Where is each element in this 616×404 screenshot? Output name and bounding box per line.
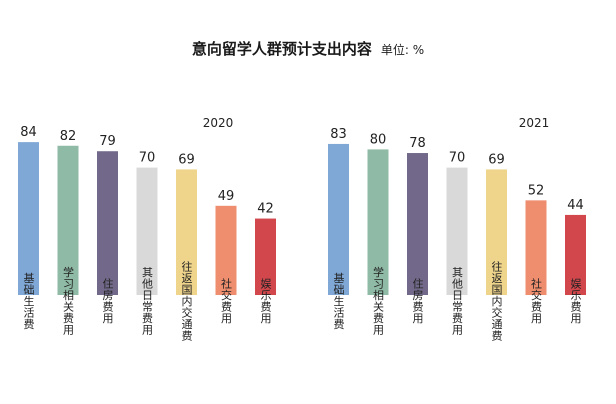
data-label: 69 (488, 152, 505, 167)
unit-label: 单位: % (380, 43, 425, 57)
data-label: 69 (178, 152, 195, 167)
bar-2020-6 (215, 205, 237, 295)
category-label: 住房费用 (411, 277, 424, 325)
bar-2021-7 (565, 214, 586, 295)
category-label: 其他日常费用 (141, 266, 154, 336)
data-label: 84 (20, 125, 37, 140)
category-label: 往返国内交通费 (490, 259, 503, 341)
bar-2021-6 (525, 200, 547, 295)
bar-2020-1 (18, 142, 39, 295)
data-label: 70 (449, 151, 466, 166)
category-label: 学习相关费用 (372, 265, 385, 336)
data-label: 70 (139, 151, 156, 166)
category-label: 社交费用 (530, 277, 543, 325)
bar-2020-7 (255, 218, 276, 295)
category-label: 娱乐费用 (569, 277, 582, 325)
category-label: 基础生活费 (332, 272, 345, 330)
data-label: 44 (567, 198, 584, 213)
category-label: 住房费用 (101, 277, 114, 325)
category-label: 娱乐费用 (259, 277, 272, 325)
category-label: 学习相关费用 (62, 265, 75, 336)
category-label: 往返国内交通费 (180, 259, 193, 341)
bar-2021-4 (446, 167, 468, 295)
category-label: 其他日常费用 (451, 266, 464, 336)
category-label: 基础生活费 (22, 272, 35, 330)
data-label: 78 (409, 136, 426, 151)
bar-2020-5 (176, 169, 197, 295)
data-label: 52 (528, 183, 545, 198)
chart-title: 意向留学人群预计支出内容 (191, 40, 372, 58)
bar-2020-4 (136, 167, 158, 295)
data-label: 79 (99, 134, 116, 149)
bar-2020-3 (97, 151, 118, 295)
data-label: 83 (330, 127, 347, 142)
data-label: 49 (218, 189, 235, 204)
data-label: 42 (257, 202, 274, 217)
chart-title-row: 意向留学人群预计支出内容 单位: % (0, 38, 616, 59)
data-label: 82 (60, 129, 77, 144)
chart-year-label: 2020 (203, 116, 234, 130)
bar-2021-2 (367, 149, 389, 295)
chart-group-2021: 2021 83 基础生活费 80 学习相关费用 78 住房费用 70 其他日常费用 69 往返国内交… (328, 116, 586, 341)
bar-2021-3 (407, 153, 428, 295)
chart-year-label: 2021 (519, 116, 550, 130)
chart-group-2020: 2020 84 基础生活费 82 学习相关费用 79 住房费用 70 其他日常费用 69 往返国内交… (18, 116, 276, 341)
category-label: 社交费用 (220, 277, 233, 325)
bar-2020-2 (57, 145, 79, 295)
data-label: 80 (370, 132, 387, 147)
bar-2021-5 (486, 169, 507, 295)
bar-2021-1 (328, 143, 349, 295)
